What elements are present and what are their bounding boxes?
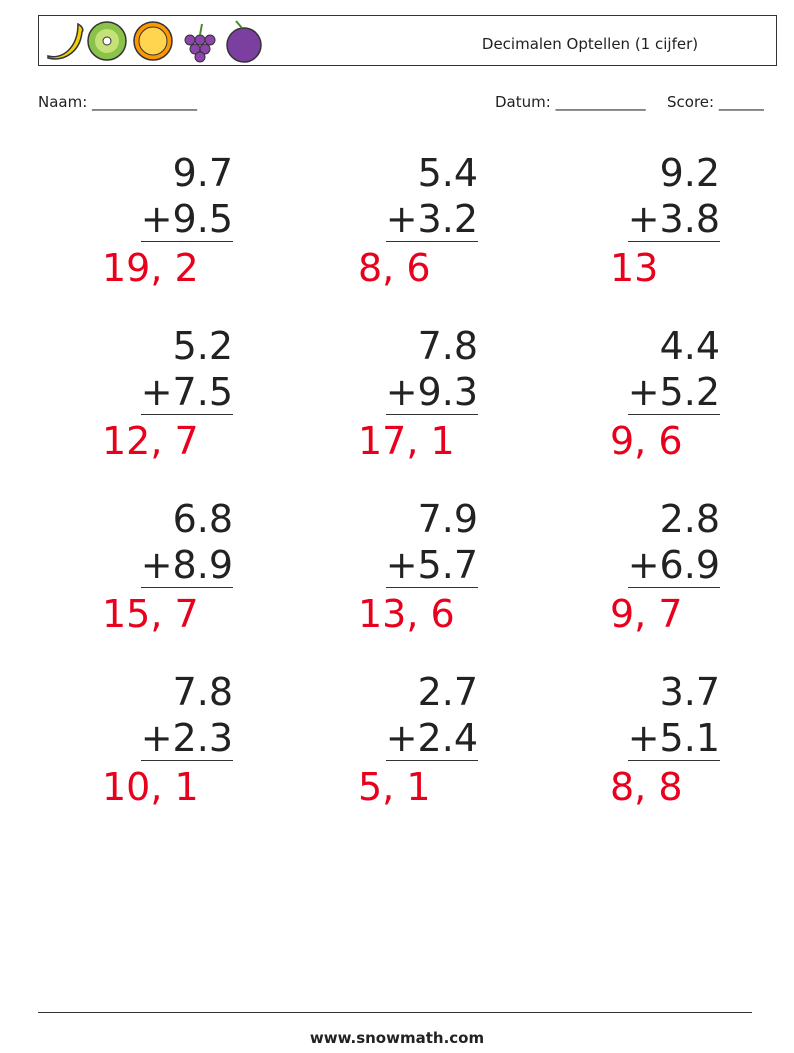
bottom-number: +2.4 [328, 715, 478, 761]
top-number: 7.8 [328, 323, 478, 369]
answer: 13, 6 [358, 592, 455, 636]
top-number: 7.9 [328, 496, 478, 542]
top-number-text: 4.4 [659, 324, 720, 368]
top-number-text: 2.8 [659, 497, 720, 541]
bottom-number: +3.8 [570, 196, 720, 242]
bottom-number: +9.5 [83, 196, 233, 242]
answer: 5, 1 [358, 765, 431, 809]
top-number-text: 3.7 [659, 670, 720, 714]
bottom-number-text: +3.2 [385, 197, 478, 242]
answer: 13 [610, 246, 659, 290]
top-number-text: 7.8 [417, 324, 478, 368]
bottom-number-text: +5.1 [627, 716, 720, 761]
top-number: 9.7 [83, 150, 233, 196]
bottom-number-text: +2.3 [140, 716, 233, 761]
top-number: 4.4 [570, 323, 720, 369]
bottom-number-text: +7.5 [140, 370, 233, 415]
top-number: 3.7 [570, 669, 720, 715]
bottom-number: +8.9 [83, 542, 233, 588]
answer: 8, 8 [610, 765, 683, 809]
answer: 17, 1 [358, 419, 455, 463]
top-number: 6.8 [83, 496, 233, 542]
header-box [38, 15, 777, 66]
title: Decimalen Optellen (1 cijfer) [481, 35, 699, 53]
top-number-text: 9.7 [172, 151, 233, 195]
answer: 10, 1 [102, 765, 199, 809]
bottom-number-text: +3.8 [627, 197, 720, 242]
top-number: 2.8 [570, 496, 720, 542]
top-number: 2.7 [328, 669, 478, 715]
top-number-text: 5.4 [417, 151, 478, 195]
bottom-number-text: +9.5 [140, 197, 233, 242]
top-number: 5.4 [328, 150, 478, 196]
bottom-number: +7.5 [83, 369, 233, 415]
top-number-text: 6.8 [172, 497, 233, 541]
top-number-text: 7.9 [417, 497, 478, 541]
top-number-text: 9.2 [659, 151, 720, 195]
answer: 9, 7 [610, 592, 683, 636]
bottom-number: +5.2 [570, 369, 720, 415]
bottom-number: +9.3 [328, 369, 478, 415]
bottom-number: +2.3 [83, 715, 233, 761]
score-field: Score: ______ [667, 93, 764, 111]
answer: 19, 2 [102, 246, 199, 290]
bottom-number-text: +2.4 [385, 716, 478, 761]
date-field: Datum: ____________ [495, 93, 646, 111]
top-number-text: 7.8 [172, 670, 233, 714]
footer-line [38, 1012, 752, 1013]
top-number: 9.2 [570, 150, 720, 196]
fruit-icons [47, 20, 262, 63]
name-field: Naam: ______________ [38, 93, 198, 111]
answer: 9, 6 [610, 419, 683, 463]
bottom-number: +5.1 [570, 715, 720, 761]
top-number-text: 5.2 [172, 324, 233, 368]
footer: www.snowmath.com [309, 1029, 485, 1047]
bottom-number-text: +5.2 [627, 370, 720, 415]
top-number: 5.2 [83, 323, 233, 369]
bottom-number: +6.9 [570, 542, 720, 588]
answer: 8, 6 [358, 246, 431, 290]
bottom-number: +5.7 [328, 542, 478, 588]
answer: 15, 7 [102, 592, 199, 636]
top-number: 7.8 [83, 669, 233, 715]
bottom-number-text: +5.7 [385, 543, 478, 588]
bottom-number-text: +6.9 [627, 543, 720, 588]
bottom-number-text: +9.3 [385, 370, 478, 415]
bottom-number-text: +8.9 [140, 543, 233, 588]
answer: 12, 7 [102, 419, 199, 463]
bottom-number: +3.2 [328, 196, 478, 242]
top-number-text: 2.7 [417, 670, 478, 714]
